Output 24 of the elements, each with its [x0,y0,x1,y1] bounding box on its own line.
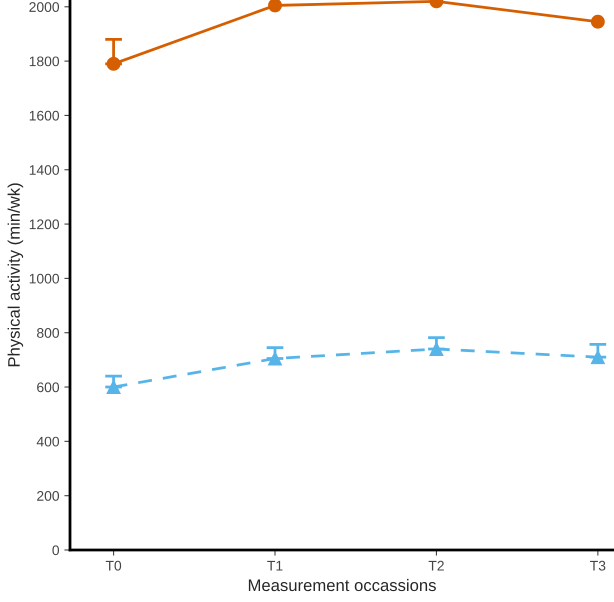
y-tick-label: 1200 [30,219,60,230]
point [268,352,282,366]
point [590,14,605,29]
x-tick-label: T2 [428,560,444,570]
y-tick-label: 1400 [30,165,60,175]
y-tick-label: 800 [37,328,60,338]
y-tick-label: 2000 [29,2,60,12]
x-tick-label: T0 [106,560,122,571]
y-tick-label: 0 [52,545,60,556]
y-tick-label: 1800 [30,56,60,66]
x-tick-label: T1 [267,560,282,570]
point [429,342,444,356]
y-tick-label: 400 [36,436,60,447]
point [106,56,121,71]
point [106,380,121,394]
x-axis-title: Measurement occassions [248,578,436,592]
x-tick-label: T3 [590,560,606,571]
y-tick-label: 200 [37,491,60,501]
y-axis-title: Physical activity (min/wk) [8,183,24,366]
y-tick-label: 1000 [30,274,60,284]
y-tick-label: 1600 [30,110,60,121]
point [590,350,605,364]
point [268,0,282,12]
y-tick-label: 600 [37,382,60,392]
